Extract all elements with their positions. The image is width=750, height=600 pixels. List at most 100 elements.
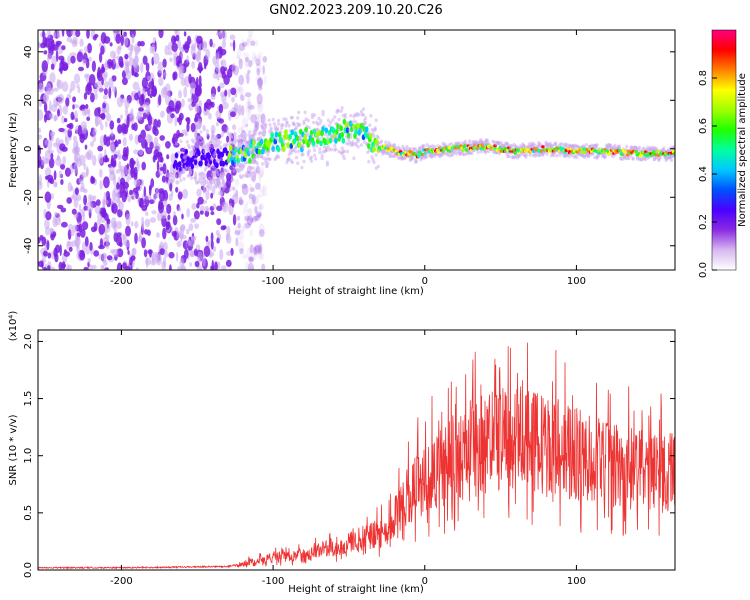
heatmap-cell bbox=[609, 143, 613, 148]
heatmap-cell bbox=[290, 115, 294, 120]
heatmap-cell bbox=[178, 112, 184, 121]
heatmap-cell bbox=[334, 147, 338, 152]
heatmap-cell bbox=[106, 234, 110, 240]
heatmap-cell bbox=[112, 174, 117, 186]
heatmap-cell bbox=[237, 58, 244, 63]
heatmap-cell bbox=[198, 141, 202, 145]
heatmap-cell bbox=[255, 205, 259, 217]
heatmap-cell bbox=[67, 181, 73, 192]
heatmap-cell bbox=[105, 120, 108, 128]
heatmap-cell bbox=[194, 260, 200, 268]
heatmap-cell bbox=[126, 146, 129, 157]
heatmap-cell bbox=[306, 153, 310, 157]
heatmap-cell bbox=[52, 87, 59, 92]
heatmap-cell bbox=[53, 31, 57, 39]
heatmap-cell bbox=[289, 151, 293, 155]
colorbar-label: Normalized spectral amplitude bbox=[737, 73, 748, 227]
snr-x-label: Height of straight line (km) bbox=[288, 584, 424, 595]
heatmap-cell bbox=[61, 115, 66, 124]
heatmap-cell bbox=[256, 93, 263, 105]
heatmap-cell bbox=[101, 265, 105, 270]
heatmap-cell bbox=[268, 123, 272, 127]
heatmap-cell bbox=[221, 160, 226, 167]
heatmap-cell bbox=[262, 156, 266, 160]
heatmap-cell bbox=[470, 151, 474, 156]
heatmap-cell bbox=[372, 160, 376, 165]
heatmap-cell bbox=[580, 151, 584, 155]
heatmap-cell bbox=[376, 135, 380, 140]
heatmap-cell bbox=[186, 208, 190, 218]
heatmap-cell bbox=[148, 199, 155, 205]
heatmap-cell bbox=[253, 56, 258, 62]
heatmap-cell bbox=[42, 36, 48, 47]
heatmap-cell bbox=[258, 223, 265, 235]
heatmap-cell bbox=[617, 144, 621, 148]
heatmap-cell bbox=[252, 194, 256, 205]
heatmap-cell bbox=[364, 126, 369, 133]
heatmap-cell bbox=[73, 164, 78, 175]
heatmap-cell bbox=[336, 109, 340, 113]
heatmap-cell bbox=[487, 149, 491, 154]
heatmap-cell bbox=[669, 158, 674, 163]
heatmap-cell bbox=[83, 266, 89, 270]
heatmap-cell bbox=[314, 157, 318, 161]
heatmap-cell bbox=[197, 196, 204, 205]
heatmap-cell bbox=[230, 87, 237, 96]
heatmap-cell bbox=[134, 92, 140, 101]
heatmap-cell bbox=[245, 52, 250, 63]
heatmap-cell bbox=[199, 65, 202, 74]
heatmap-cell bbox=[293, 149, 298, 154]
heatmap-cell bbox=[243, 152, 248, 158]
colorbar-gradient bbox=[712, 30, 736, 270]
heatmap-cell bbox=[367, 159, 371, 164]
heatmap-cell bbox=[210, 239, 214, 250]
heatmap-cell bbox=[53, 170, 57, 181]
heatmap-cell bbox=[183, 31, 187, 37]
heatmap-cell bbox=[272, 122, 276, 126]
heatmap-cell bbox=[250, 187, 255, 193]
heatmap-cell bbox=[124, 106, 129, 117]
heatmap-cell bbox=[113, 154, 118, 159]
heatmap-cell bbox=[532, 143, 537, 147]
snr-y-scale-label: (x10⁴) bbox=[8, 311, 19, 342]
heatmap-cell bbox=[185, 140, 189, 144]
heatmap-cell bbox=[340, 106, 344, 110]
heatmap-cell bbox=[302, 159, 306, 164]
heatmap-cell bbox=[138, 149, 144, 156]
heatmap-cell bbox=[38, 181, 43, 190]
heatmap-cell bbox=[71, 30, 76, 36]
heatmap-cell bbox=[243, 222, 249, 230]
heatmap-cell bbox=[81, 241, 86, 253]
heatmap-cell bbox=[69, 52, 77, 57]
heatmap-cell bbox=[90, 175, 94, 184]
heatmap-cell bbox=[219, 249, 224, 261]
heatmap-cell bbox=[47, 252, 52, 259]
heatmap-cell bbox=[140, 62, 144, 73]
heatmap-cell bbox=[130, 166, 136, 179]
heatmap-cell bbox=[229, 144, 233, 151]
heatmap-cell bbox=[49, 112, 54, 120]
heatmap-cell bbox=[325, 160, 329, 165]
heatmap-cell bbox=[551, 153, 556, 158]
heatmap-cell bbox=[247, 262, 254, 270]
spectrogram-x-label: Height of straight line (km) bbox=[288, 286, 424, 297]
heatmap-cell bbox=[231, 63, 236, 74]
heatmap-cell bbox=[408, 147, 412, 151]
heatmap-cell bbox=[41, 156, 46, 166]
heatmap-cell bbox=[173, 55, 177, 67]
heatmap-cell bbox=[155, 187, 160, 199]
heatmap-cell bbox=[261, 263, 266, 270]
heatmap-cell bbox=[98, 253, 102, 260]
heatmap-cell bbox=[97, 145, 104, 152]
heatmap-cell bbox=[215, 52, 220, 63]
heatmap-cell bbox=[66, 197, 72, 204]
heatmap-cell bbox=[351, 142, 355, 147]
heatmap-cell bbox=[43, 94, 48, 102]
heatmap-cell bbox=[249, 213, 253, 226]
heatmap-cell bbox=[212, 246, 217, 252]
heatmap-cell bbox=[251, 52, 257, 63]
heatmap-cell bbox=[100, 123, 104, 131]
heatmap-cell bbox=[255, 58, 261, 67]
heatmap-cell bbox=[258, 229, 265, 238]
heatmap-cell bbox=[252, 175, 256, 184]
